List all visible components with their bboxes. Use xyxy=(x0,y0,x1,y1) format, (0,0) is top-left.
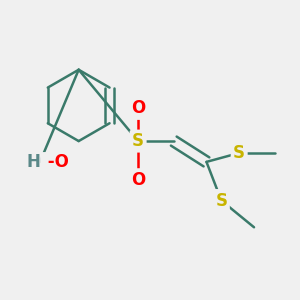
Text: O: O xyxy=(131,171,145,189)
Text: O: O xyxy=(131,99,145,117)
Text: -O: -O xyxy=(41,153,68,171)
Text: S: S xyxy=(132,132,144,150)
Text: S: S xyxy=(233,144,245,162)
Text: H: H xyxy=(26,153,40,171)
Text: S: S xyxy=(215,191,227,209)
